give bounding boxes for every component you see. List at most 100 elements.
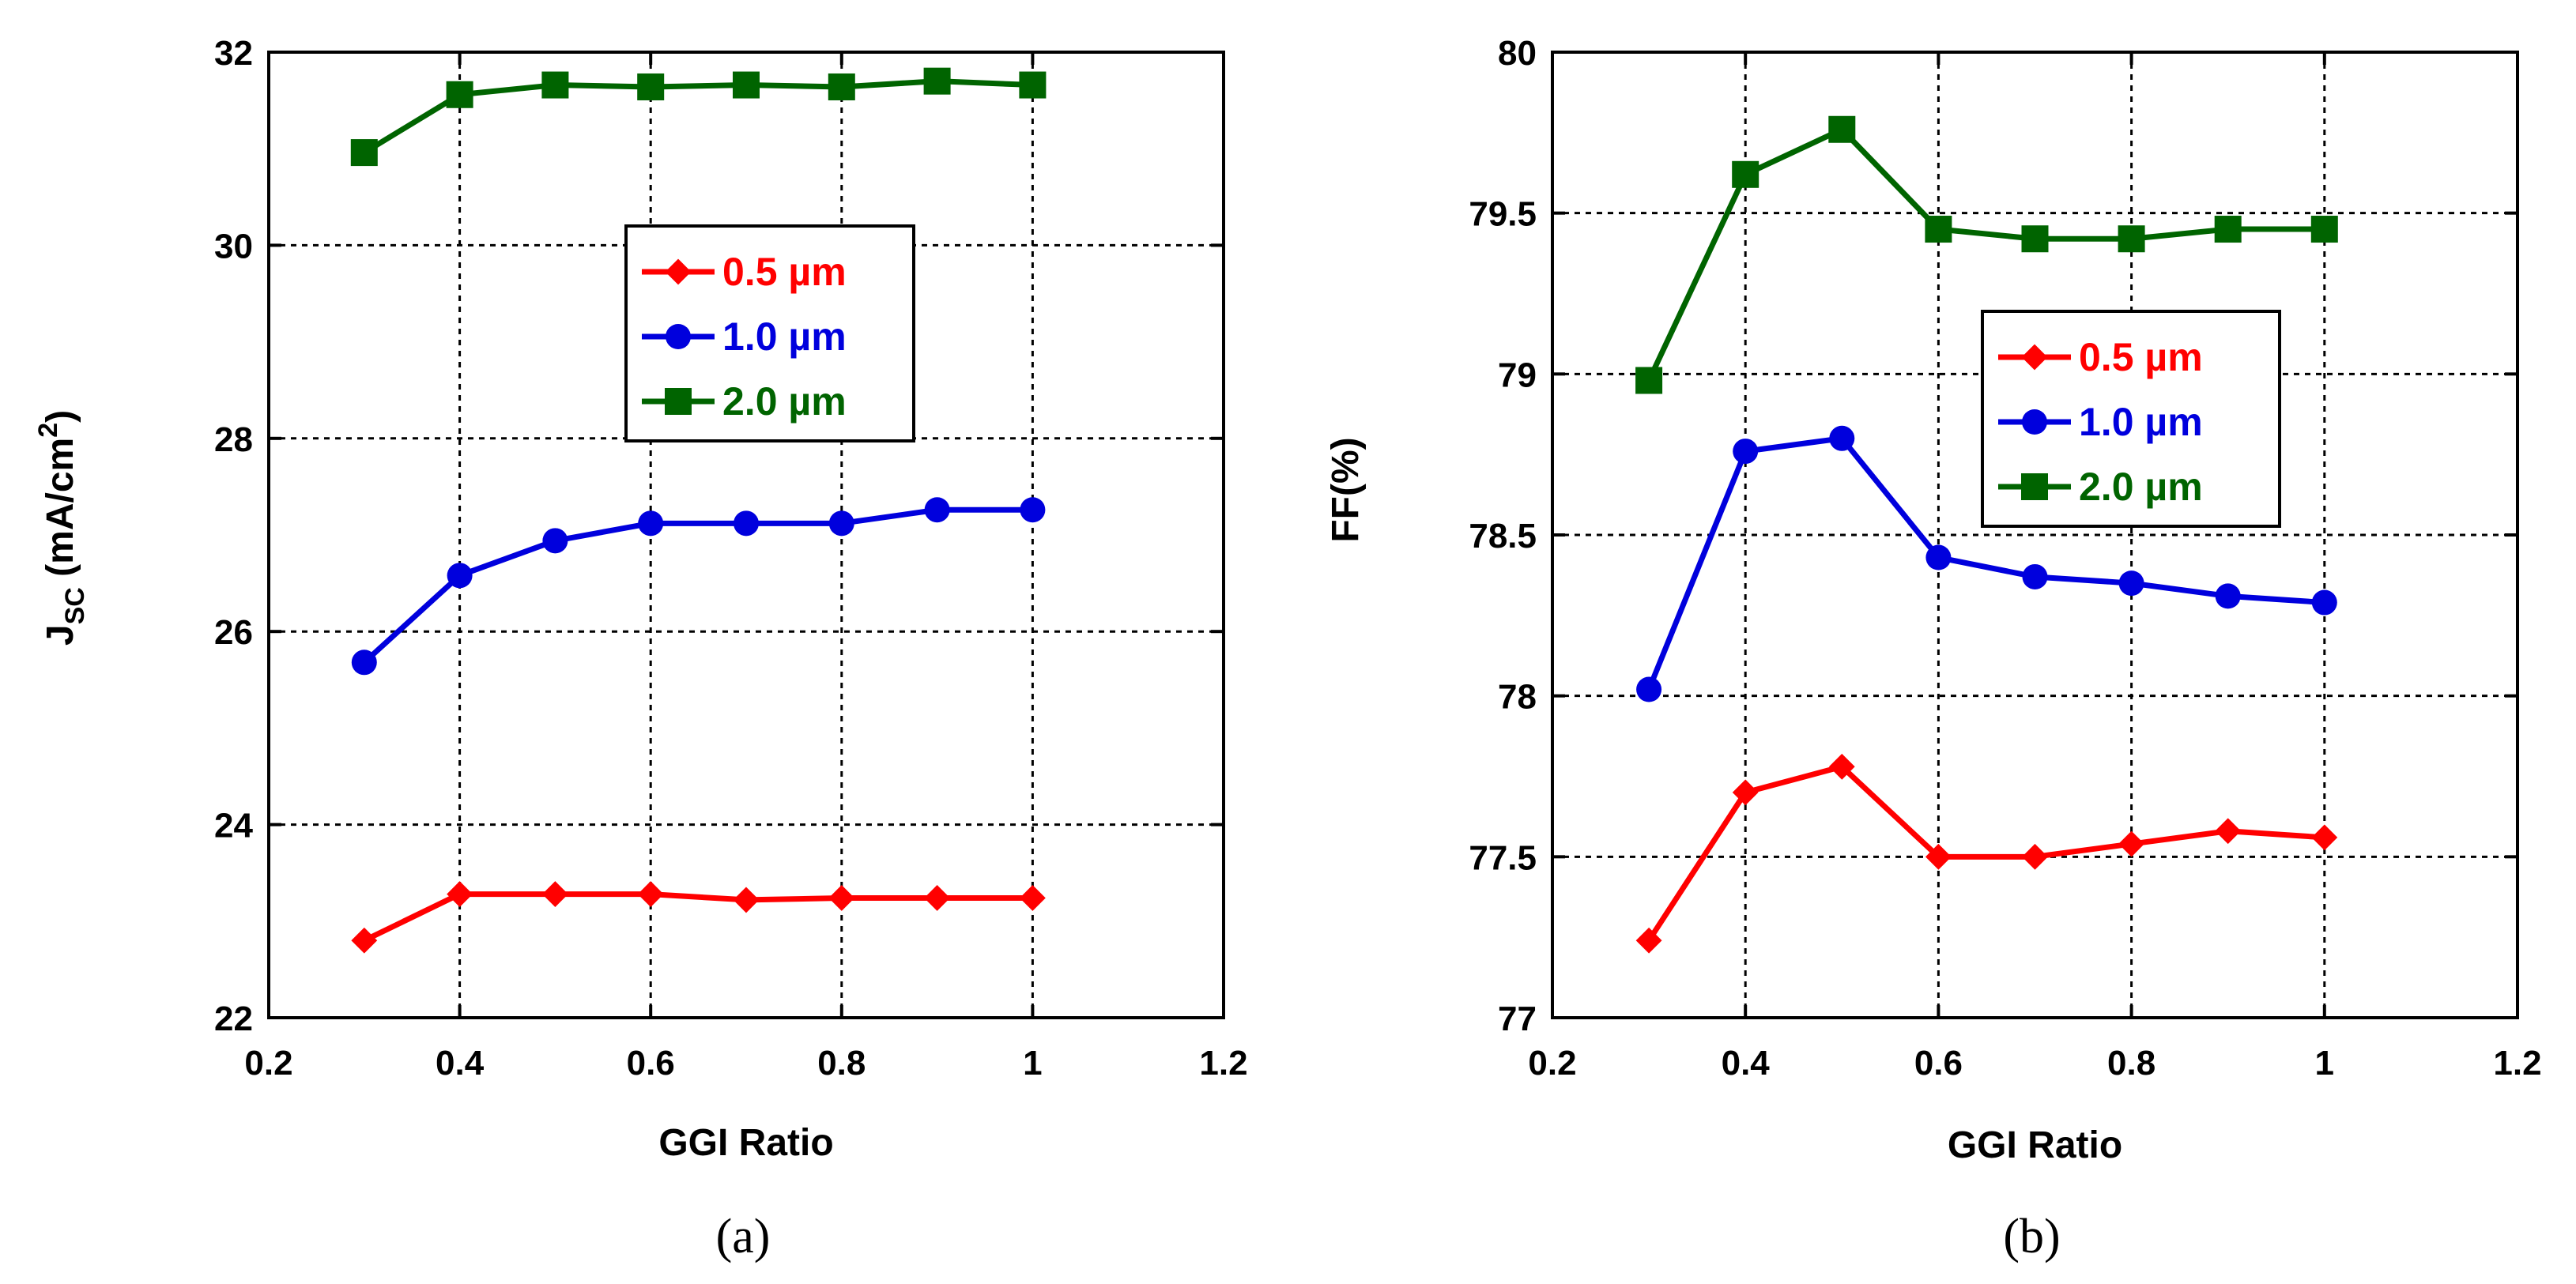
diamond-marker (1019, 885, 1046, 911)
circle-marker (1925, 544, 1952, 570)
panel-caption: (b) (2003, 1210, 2060, 1263)
legend: 0.5 µm 1.0 µm 2.0 µm (624, 224, 915, 442)
square-marker (350, 139, 378, 167)
circle-marker (2118, 570, 2144, 597)
diamond-marker (2021, 344, 2048, 371)
legend-item: 0.5 µm (1998, 335, 2203, 379)
diamond-marker (1732, 779, 1759, 806)
diamond-marker (637, 881, 664, 907)
square-marker (1925, 216, 1952, 243)
circle-marker (1733, 439, 1759, 465)
diamond-marker (447, 881, 473, 907)
diamond-marker (2022, 843, 2048, 870)
circle-marker (734, 510, 759, 537)
x-axis-label: GGI Ratio (658, 1122, 833, 1164)
legend-label: 2.0 µm (722, 379, 847, 424)
circle-marker (1636, 676, 1662, 702)
circle-marker (351, 650, 377, 676)
x-tick-label: 0.8 (817, 1044, 866, 1083)
y-tick-label: 22 (214, 1000, 253, 1038)
series-circle (1636, 425, 2337, 702)
x-tick-label: 1.2 (2493, 1044, 2541, 1083)
series-line (362, 506, 1033, 665)
plot-frame (267, 51, 1225, 1019)
square-marker (665, 388, 692, 415)
panel-b: 0.2 0.4 0.6 0.8 1 1.2 77 77.5 78 78.5 79 79.5 80 0.5 … (1325, 34, 2542, 1263)
y-tick-label: 32 (214, 34, 253, 73)
y-label-superscript: 2 (33, 423, 63, 438)
y-label-main: J (40, 624, 81, 646)
diamond-marker (828, 885, 855, 911)
circle-marker (1020, 497, 1046, 523)
legend-item: 2.0 µm (1998, 465, 2203, 509)
diamond-marker (924, 885, 951, 911)
circle-marker (828, 510, 854, 537)
series-line (1646, 126, 2325, 382)
series-square (1635, 115, 2338, 394)
diamond-marker (665, 258, 692, 285)
square-marker (446, 81, 473, 108)
x-tick-label: 0.6 (627, 1044, 675, 1083)
legend-label: 0.5 µm (722, 250, 847, 294)
series-square (350, 67, 1047, 167)
y-tick-label: 30 (214, 227, 253, 265)
square-marker (541, 71, 569, 99)
y-label-unit-close: ) (40, 410, 81, 423)
diamond-marker (1635, 927, 1662, 954)
x-axis-label: GGI Ratio (1948, 1124, 2122, 1166)
square-marker (2118, 225, 2145, 253)
x-tick-label: 1.2 (1199, 1044, 1247, 1083)
y-tick-label: 78 (1498, 678, 1537, 717)
square-marker (923, 67, 951, 95)
diamond-marker (2311, 824, 2338, 851)
circle-marker (542, 528, 568, 554)
y-tick-label: 26 (214, 613, 253, 652)
diamond-marker (733, 887, 760, 913)
series-line (1646, 763, 2325, 943)
legend: 0.5 µm 1.0 µm 2.0 µm (1981, 310, 2281, 528)
square-marker (2021, 473, 2048, 500)
x-tick-label: 1 (2315, 1044, 2334, 1083)
y-label-main: FF(%) (1325, 437, 1367, 542)
square-marker (828, 73, 855, 100)
circle-marker (2022, 409, 2047, 435)
series-line (363, 891, 1033, 943)
y-tick-label: 28 (214, 420, 253, 459)
series-circle (351, 497, 1046, 676)
y-axis-label: FF(%) (1325, 437, 1367, 542)
diamond-marker (2118, 830, 2145, 857)
square-marker (1732, 160, 1759, 188)
legend-item: 0.5 µm (642, 250, 847, 294)
circle-marker (447, 563, 473, 589)
diamond-marker (2215, 818, 2242, 845)
series-line (362, 78, 1033, 156)
square-marker (1828, 115, 1856, 143)
legend-item: 1.0 µm (1998, 400, 2203, 444)
square-marker (733, 71, 760, 99)
diamond-marker (1828, 753, 1855, 780)
series-diamond (351, 881, 1046, 954)
y-label-unit: (mA/cm (40, 438, 81, 587)
legend-item: 1.0 µm (642, 314, 847, 359)
x-tick-label: 0.6 (1914, 1044, 1963, 1083)
series-line (1646, 435, 2325, 691)
circle-marker (2215, 583, 2241, 609)
y-tick-label: 77.5 (1469, 838, 1537, 877)
square-marker (2214, 216, 2242, 243)
x-tick-label: 0.2 (244, 1044, 292, 1083)
plot-frame (1551, 51, 2519, 1019)
square-marker (2310, 216, 2338, 243)
circle-marker (2022, 563, 2048, 589)
square-marker (1635, 367, 1663, 394)
y-axis-label: JSC (mA/cm2) (33, 410, 90, 646)
y-label-subscript: SC (60, 587, 90, 624)
x-tick-label: 0.4 (1722, 1044, 1771, 1083)
series-diamond (1635, 753, 2338, 954)
diamond-marker (1925, 843, 1952, 870)
panel-caption: (a) (716, 1210, 771, 1263)
square-marker (2021, 225, 2049, 253)
panel-a: 0.2 0.4 0.6 0.8 1 1.2 22 24 26 28 30 32 0.5 µm 1.0 µm… (33, 34, 1248, 1263)
legend-label: 0.5 µm (2079, 335, 2203, 379)
y-tick-label: 77 (1498, 1000, 1537, 1038)
